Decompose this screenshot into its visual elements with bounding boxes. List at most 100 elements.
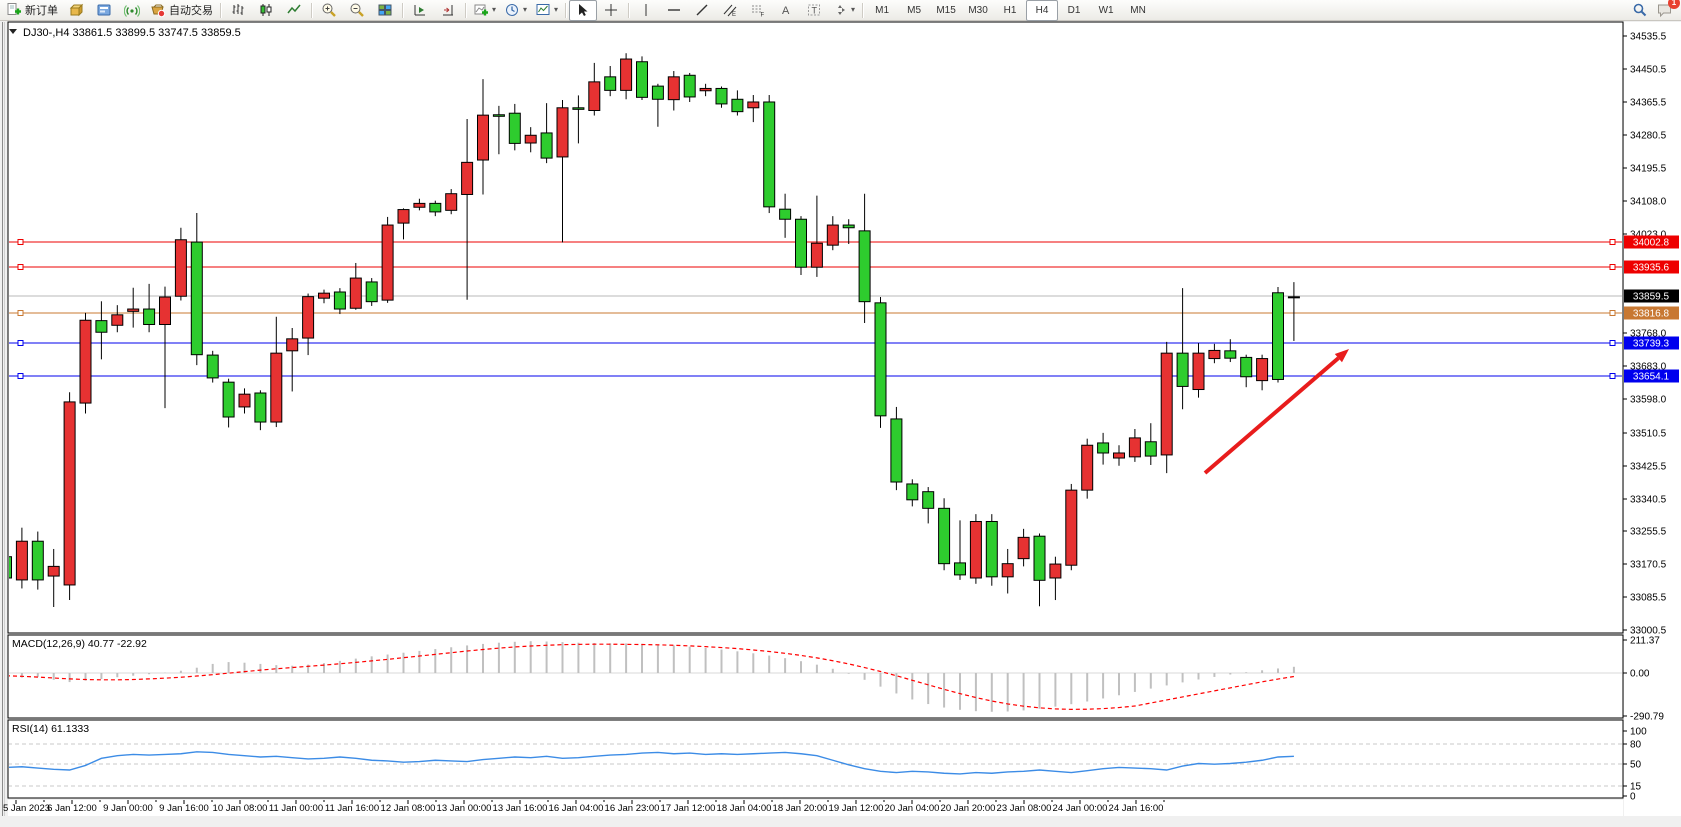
- one-click-trading-toggle[interactable]: [9, 29, 17, 34]
- price-line-label: 33816.8: [1633, 309, 1670, 320]
- notifications-button[interactable]: 1: [1656, 0, 1680, 18]
- candle-body-up: [985, 520, 998, 578]
- horizontal-line-button[interactable]: [660, 0, 688, 21]
- price-line-label-box: [1624, 336, 1679, 350]
- trendline-button[interactable]: [688, 0, 716, 21]
- arrows-button[interactable]: ▾: [828, 0, 859, 21]
- candle-body-up: [222, 381, 235, 418]
- channel-button[interactable]: E: [716, 0, 744, 21]
- rsi-pane[interactable]: [7, 719, 1624, 799]
- candle: [365, 278, 378, 306]
- new-order-button[interactable]: 新订单: [2, 0, 62, 21]
- candle-body-up: [651, 85, 664, 100]
- candle-body-down: [747, 101, 760, 109]
- candle-body-down: [1017, 536, 1030, 560]
- market-cube-icon: [69, 3, 84, 17]
- hline-handle[interactable]: [17, 340, 24, 346]
- periods-button[interactable]: ▾: [500, 0, 531, 21]
- candle: [492, 105, 505, 155]
- timeframe-m5[interactable]: M5: [907, 4, 922, 16]
- signals-button[interactable]: [118, 0, 146, 21]
- timeframe-m30[interactable]: M30: [968, 4, 988, 16]
- time-axis-label: 20 Jan 04:00: [885, 803, 940, 814]
- timeframe-w1[interactable]: W1: [1098, 4, 1114, 16]
- text-label-button[interactable]: T: [800, 0, 828, 21]
- zoom-in-button[interactable]: [315, 0, 343, 21]
- auto-scroll-button[interactable]: [434, 0, 462, 21]
- hline-handle[interactable]: [17, 239, 24, 245]
- profiles-button[interactable]: [90, 0, 118, 21]
- price-axis-label: 33768.0: [1630, 329, 1667, 340]
- timeframe-h4[interactable]: H4: [1026, 0, 1059, 21]
- zoom-out-button[interactable]: [343, 0, 371, 21]
- candle: [1256, 354, 1269, 391]
- autotrading-icon: [151, 4, 166, 18]
- hline-handle[interactable]: [17, 264, 24, 270]
- shift-chart-button[interactable]: [406, 0, 434, 21]
- autotrading-button[interactable]: 自动交易: [146, 0, 217, 21]
- horizontal-line-icon: [668, 9, 681, 11]
- price-line-label: 33654.1: [1633, 372, 1670, 383]
- indicators-button[interactable]: ▾: [469, 0, 500, 21]
- text-button[interactable]: A: [772, 0, 800, 21]
- candle: [270, 316, 283, 428]
- fibonacci-button[interactable]: F: [744, 0, 772, 21]
- candle: [731, 90, 744, 116]
- timeframe-m15[interactable]: M15: [936, 4, 956, 16]
- trend-arrow-shaft[interactable]: [1203, 356, 1340, 475]
- candle-body-down: [1287, 296, 1300, 299]
- candle-body-down: [969, 520, 982, 579]
- svg-text:A: A: [782, 5, 790, 17]
- periods-clock-icon: [506, 4, 519, 16]
- time-axis-label: 18 Jan 20:00: [773, 803, 828, 814]
- hline-handle[interactable]: [1609, 239, 1616, 245]
- candle-body-up: [715, 87, 728, 105]
- candle: [461, 119, 474, 300]
- macd-pane[interactable]: [7, 634, 1624, 719]
- candle: [111, 305, 124, 333]
- search-icon[interactable]: [1632, 2, 1648, 18]
- tile-windows-button[interactable]: [371, 0, 399, 21]
- trend-arrow[interactable]: [1203, 349, 1349, 475]
- line-chart-button[interactable]: [280, 0, 308, 21]
- toolbar-separator: [628, 2, 630, 18]
- shift-chart-icon: [414, 5, 425, 16]
- bar-chart-button[interactable]: [224, 0, 252, 21]
- candle: [174, 227, 187, 301]
- price-pane[interactable]: [7, 21, 1624, 634]
- timeframe-mn[interactable]: MN: [1130, 4, 1146, 16]
- time-axis-strip: [8, 800, 1623, 816]
- candle-body-up: [938, 507, 951, 565]
- rsi-axis-label: 15: [1630, 782, 1642, 793]
- templates-button[interactable]: ▾: [531, 0, 562, 21]
- hline-handle[interactable]: [17, 373, 24, 379]
- candle: [1287, 282, 1300, 341]
- vertical-line-button[interactable]: [632, 0, 660, 21]
- hline-handle[interactable]: [1609, 373, 1616, 379]
- hline-handle[interactable]: [1609, 340, 1616, 346]
- hline-handle[interactable]: [1609, 264, 1616, 270]
- candle: [1176, 288, 1189, 410]
- cursor-button[interactable]: [569, 0, 598, 21]
- hline-handle[interactable]: [17, 310, 24, 316]
- candle-body-up: [922, 491, 935, 509]
- chevron-down-icon: ▾: [523, 5, 528, 14]
- tile-windows-icon: [378, 4, 392, 16]
- candle: [413, 198, 426, 211]
- svg-text:F: F: [761, 13, 765, 19]
- candle-body-up: [604, 76, 617, 91]
- candle: [1192, 343, 1205, 398]
- crosshair-button[interactable]: [597, 0, 625, 21]
- candle: [636, 56, 648, 101]
- timeframe-h1[interactable]: H1: [1003, 4, 1017, 16]
- rsi-axis-label: 100: [1630, 727, 1647, 738]
- timeframe-d1[interactable]: D1: [1067, 4, 1081, 16]
- timeframe-m1[interactable]: M1: [875, 4, 890, 16]
- market-watch-button[interactable]: [62, 0, 90, 21]
- candle-chart-button[interactable]: [252, 0, 280, 21]
- hline-handle[interactable]: [1609, 310, 1616, 316]
- candle-body-up: [429, 202, 442, 213]
- autotrading-label: 自动交易: [169, 5, 213, 17]
- zoom-out-icon: [350, 3, 364, 17]
